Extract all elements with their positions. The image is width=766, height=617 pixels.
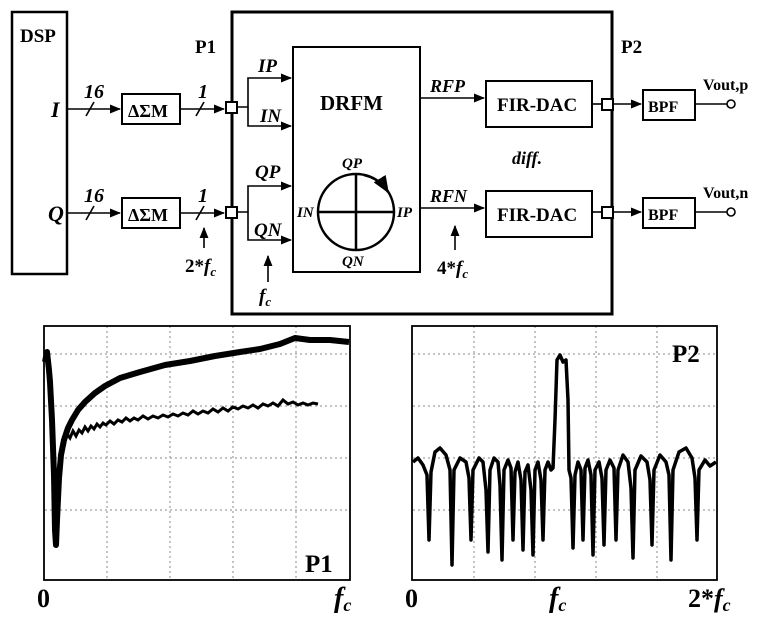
circle-in-label: IN: [296, 205, 315, 221]
bpf-block-p: [642, 89, 696, 121]
rfn-label: RFN: [429, 186, 468, 206]
plot-p2-grid: [413, 326, 717, 580]
dsm-i-label: ΔΣM: [128, 101, 168, 121]
q-signal-label: Q: [48, 201, 64, 226]
fir-dac-block-n: [485, 190, 593, 238]
bit-width-i-label: 1: [198, 81, 208, 103]
plot-p1-noise: [62, 397, 319, 441]
bpf-p-label: BPF: [648, 99, 678, 116]
vout-n-label: Vout,n: [703, 185, 748, 202]
dsm-q-label: ΔΣM: [128, 205, 168, 225]
bpf-n-label: BPF: [648, 207, 678, 224]
iq-rotation-symbol: [316, 172, 396, 252]
plot-p2-x-start: 0: [405, 584, 418, 613]
clock-fc-label: fc: [259, 286, 271, 309]
vout-n-terminal: [726, 207, 736, 217]
chip-frame: [230, 10, 614, 316]
bus-width-q-label: 16: [84, 185, 104, 207]
plot-p1-trace: [42, 335, 350, 548]
bit-width-q-label: 1: [198, 185, 208, 207]
ip-input-label: IP: [257, 56, 277, 77]
p1-port-label: P1: [195, 37, 216, 58]
block-diagram: [10, 10, 696, 316]
bus-width-i-label: 16: [84, 81, 104, 103]
plot-p2-trace: [411, 353, 717, 567]
i-signal-label: I: [50, 97, 61, 122]
plot-p1: P1 0 fc: [37, 325, 351, 615]
plot-p1-label: P1: [305, 551, 333, 578]
dsp-label: DSP: [20, 26, 56, 47]
plot-p1-x-start: 0: [37, 584, 50, 613]
rfp-label: RFP: [429, 76, 466, 96]
clock-2fc-label: 2*fc: [185, 256, 216, 279]
plot-p1-grid: [45, 326, 350, 580]
plot-p2-x-mid: fc: [549, 583, 566, 615]
p1-port-q: [225, 206, 238, 219]
plot-p2: P2 0 fc 2*fc: [405, 325, 731, 615]
diff-label: diff.: [512, 148, 542, 168]
plot-p2-label: P2: [672, 341, 700, 368]
wires: [67, 73, 727, 282]
clock-4fc-label: 4*fc: [437, 258, 468, 281]
drfm-label: DRFM: [320, 91, 383, 115]
fir-dac-n-label: FIR-DAC: [497, 205, 577, 226]
circle-ip-label: IP: [396, 205, 413, 221]
vout-p-label: Vout,p: [703, 77, 748, 94]
p1-port-i: [225, 101, 238, 114]
bpf-block-n: [642, 197, 696, 229]
dsp-block: [10, 10, 69, 276]
qp-input-label: QP: [255, 162, 281, 183]
in-input-label: IN: [259, 106, 282, 127]
plot-p1-x-end: fc: [334, 583, 351, 615]
fir-dac-p-label: FIR-DAC: [497, 95, 577, 116]
p2-port-p: [601, 98, 614, 111]
vout-p-terminal: [726, 99, 736, 109]
p2-port-n: [601, 206, 614, 219]
p2-port-label: P2: [621, 37, 642, 58]
plot-p2-x-end: 2*fc: [688, 584, 731, 615]
circle-qp-label: QP: [342, 156, 363, 172]
drfm-block: [292, 46, 421, 273]
circle-qn-label: QN: [342, 254, 365, 270]
qn-input-label: QN: [254, 220, 283, 241]
plot-p1-frame: [43, 325, 351, 581]
plot-p2-frame: [411, 325, 718, 581]
